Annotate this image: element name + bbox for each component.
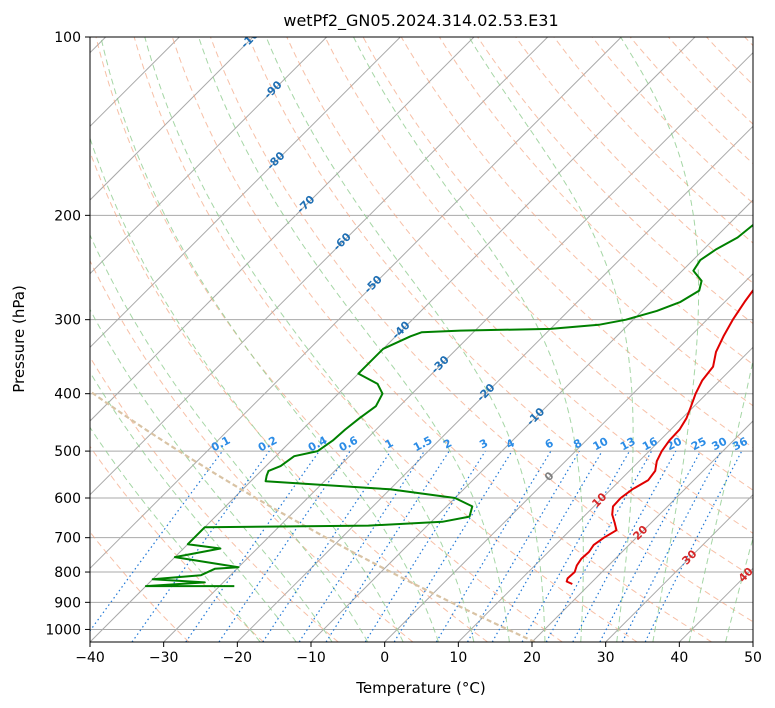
x-tick-label: −10 bbox=[296, 650, 326, 666]
y-tick-label: 900 bbox=[54, 595, 81, 611]
dewpoint-profile-line bbox=[144, 223, 753, 588]
mixing-ratio-label: 30 bbox=[710, 435, 730, 454]
x-tick-label: −20 bbox=[223, 650, 253, 666]
dry-adiabat-line bbox=[629, 37, 753, 165]
mixing-ratio-line bbox=[435, 450, 552, 642]
x-tick-label: 10 bbox=[449, 650, 467, 666]
moist-adiabat-line bbox=[265, 37, 546, 642]
y-tick-label: 400 bbox=[54, 387, 81, 403]
x-axis-label: Temperature (°C) bbox=[355, 679, 485, 697]
dry-adiabat-line bbox=[171, 37, 712, 642]
chart-title: wetPf2_GN05.2024.314.02.53.E31 bbox=[283, 11, 558, 31]
dry-adiabat-line bbox=[400, 37, 753, 407]
isotherm-line bbox=[90, 37, 549, 496]
moist-adiabat-line bbox=[198, 37, 510, 642]
mixing-ratio-label: 16 bbox=[640, 435, 660, 454]
mixing-ratio-line bbox=[466, 450, 580, 642]
dry-adiabat-line bbox=[515, 37, 753, 284]
isotherm-line bbox=[236, 125, 753, 642]
mixing-ratio-line bbox=[521, 450, 631, 642]
x-tick-label: −30 bbox=[149, 650, 179, 666]
lcl-curve bbox=[90, 389, 536, 642]
mixing-ratio-line bbox=[393, 450, 513, 642]
dry-adiabat-line bbox=[90, 259, 414, 642]
mixing-ratio-line bbox=[491, 450, 603, 642]
moist-adiabat-line bbox=[725, 536, 753, 642]
temperature-profile-line bbox=[565, 288, 753, 585]
moist-adiabat-line bbox=[90, 136, 404, 642]
dry-adiabat-line bbox=[210, 37, 753, 623]
x-axis: −40 −30 −20 −10 0 10 20 30 40 50 bbox=[75, 642, 762, 666]
y-axis: 100 200 300 400 500 600 700 800 900 1000 bbox=[45, 30, 90, 638]
mixing-ratio-line bbox=[325, 450, 450, 642]
y-tick-label: 500 bbox=[54, 444, 81, 460]
moist-adiabat-line bbox=[100, 37, 439, 642]
isotherm-line bbox=[163, 51, 753, 642]
mixing-ratio-label: 36 bbox=[730, 435, 750, 454]
x-tick-label: 50 bbox=[744, 650, 762, 666]
moist-adiabat-line bbox=[620, 37, 700, 642]
y-tick-label: 200 bbox=[54, 208, 81, 224]
y-tick-label: 1000 bbox=[45, 622, 81, 638]
dry-adiabat-line bbox=[324, 37, 753, 491]
dry-adiabat-line bbox=[362, 37, 753, 449]
x-tick-label: 30 bbox=[597, 650, 615, 666]
moist-adiabat-line bbox=[90, 233, 369, 642]
y-tick-label: 700 bbox=[54, 531, 81, 547]
dry-adiabat-line bbox=[477, 37, 753, 325]
isotherm-line bbox=[90, 37, 254, 201]
y-tick-label: 800 bbox=[54, 565, 81, 581]
isotherm-line bbox=[90, 37, 328, 275]
moist-adiabat-line bbox=[90, 371, 297, 642]
plot-frame bbox=[89, 36, 754, 643]
x-tick-label: 0 bbox=[380, 650, 389, 666]
isotherm-line bbox=[531, 420, 753, 642]
isotherm-line bbox=[90, 37, 401, 349]
y-axis-label: Pressure (hPa) bbox=[10, 285, 28, 393]
mixing-ratio-label: 25 bbox=[689, 435, 709, 454]
y-tick-label: 600 bbox=[54, 491, 81, 507]
mixing-ratio-line bbox=[572, 450, 677, 642]
mixing-ratio-line bbox=[90, 450, 223, 632]
mixing-ratio-line bbox=[298, 450, 425, 642]
isotherm-line bbox=[384, 272, 753, 642]
isotherm-line bbox=[90, 37, 622, 570]
moist-adiabat-line bbox=[353, 37, 584, 642]
mixing-ratio-label: 10 bbox=[591, 434, 611, 453]
guide-lines bbox=[90, 37, 753, 642]
y-tick-label: 100 bbox=[54, 30, 81, 46]
x-tick-label: 40 bbox=[670, 650, 688, 666]
isotherm-line bbox=[605, 493, 753, 642]
x-tick-label: −40 bbox=[75, 650, 105, 666]
sounding-profiles bbox=[144, 223, 753, 588]
moist-adiabat-line bbox=[144, 37, 475, 642]
mixing-ratio-label: 13 bbox=[618, 435, 638, 454]
dry-adiabat-line bbox=[90, 445, 264, 642]
dry-adiabat-line bbox=[133, 37, 638, 642]
isotherm-line bbox=[457, 346, 753, 642]
dry-adiabat-line bbox=[248, 37, 753, 578]
dry-adiabat-line bbox=[591, 37, 753, 204]
mixing-ratio-line bbox=[364, 450, 486, 642]
moist-adiabat-line bbox=[90, 426, 261, 642]
isotherm-line bbox=[90, 37, 475, 422]
moist-adiabat-line bbox=[688, 358, 753, 642]
y-tick-label: 300 bbox=[54, 313, 81, 329]
moist-adiabat-line bbox=[90, 308, 333, 642]
mixing-ratio-line bbox=[545, 450, 653, 642]
x-tick-label: 20 bbox=[523, 650, 541, 666]
